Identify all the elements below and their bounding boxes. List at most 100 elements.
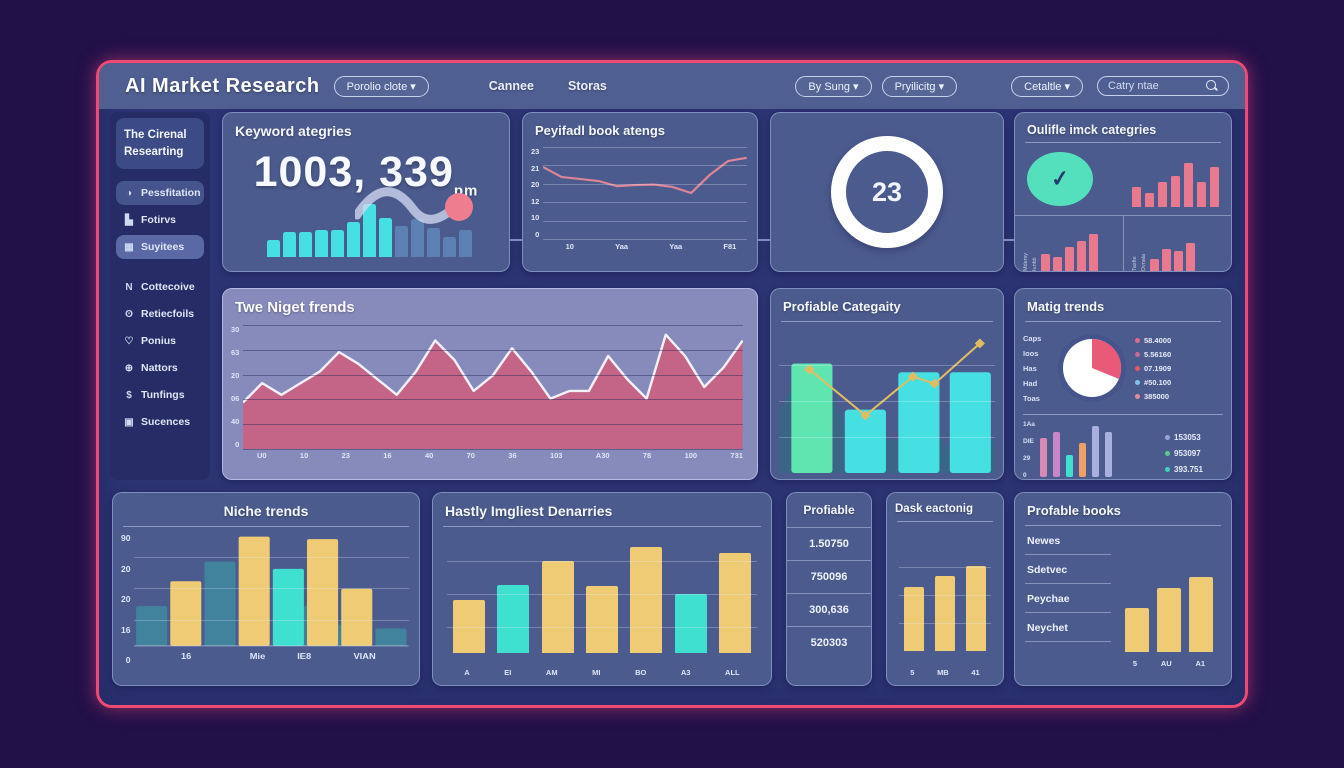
check-badge: ✓ (1027, 152, 1093, 206)
sidebar-item-7[interactable]: $ Tunfings (116, 383, 204, 407)
row-label: Ioos (1023, 348, 1039, 358)
niche-y-axis: 90 20 20 16 0 (121, 533, 134, 665)
legend2-item-1: 953097 (1165, 449, 1223, 458)
search-box[interactable] (1097, 76, 1229, 96)
vertical-label: Tasfte (1131, 256, 1138, 271)
gridline (543, 183, 747, 185)
sidebar-item-8[interactable]: ▣ Sucences (116, 410, 204, 434)
sidebar-item-2[interactable]: ▦ Suyitees (116, 235, 204, 260)
card-nugget-title: Twe Niget frends (235, 299, 355, 316)
legend-value: 07.1909 (1144, 363, 1172, 373)
y-tick: 10 (531, 213, 540, 223)
top-bar: AI Market Research Porolio clote ▾ Canne… (99, 63, 1245, 109)
bar (1173, 251, 1183, 271)
sidebar-item-5[interactable]: ♡ Ponius (116, 329, 204, 353)
y-tick: 0 (125, 655, 131, 665)
y-tick: 1Aa (1023, 421, 1035, 428)
matig-row-labels: Caps Ioos Has Had Toas (1023, 334, 1055, 403)
legend-dot (1165, 434, 1170, 440)
sidebar-item-0[interactable]: ◑ Pessfitation (116, 181, 204, 206)
bar (541, 560, 574, 653)
book-list-item-2[interactable]: Peychae (1025, 584, 1111, 613)
donut-ring: 23 (831, 136, 943, 248)
sidebar-item-6[interactable]: ⊕ Nattors (116, 356, 204, 380)
filter-pill-0[interactable]: By Sung ▾ (795, 75, 872, 97)
nav-link-1[interactable]: Storas (567, 79, 607, 93)
legend2-item-2: 393.751 (1165, 465, 1223, 474)
gridline (543, 147, 747, 148)
profitable-rows: 1.50750 750096 300,636 520303 (787, 527, 871, 659)
gridline (243, 349, 743, 351)
y-tick: 40 (231, 417, 240, 426)
filter-pill-1[interactable]: Pryilicitg ▾ (881, 75, 958, 97)
card-keyword-title: Keyword ategries (235, 123, 352, 139)
legend-item-3: #50.100 (1135, 378, 1223, 387)
legend-item-1: 5.56160 (1135, 350, 1223, 359)
y-tick: 0 (235, 440, 240, 449)
x-tick: 16 (181, 652, 191, 662)
quality-group-0: Mdersy Iunfdi (1015, 216, 1123, 271)
x-tick: 78 (642, 451, 652, 460)
category-dropdown[interactable]: Cetaltle ▾ (1011, 75, 1083, 97)
bar (1185, 242, 1195, 271)
books-bars (1121, 548, 1217, 652)
sidebar-item-4[interactable]: ʘ Retiecfoils (116, 302, 204, 326)
book-list-item-1[interactable]: Sdetvec (1025, 555, 1111, 584)
gridline (243, 449, 743, 450)
dask-x-axis: 5 MB 41 (899, 665, 991, 677)
dask-bars (899, 535, 991, 651)
bar (1039, 437, 1047, 477)
x-tick: A3 (680, 668, 691, 677)
search-icon[interactable] (1206, 80, 1218, 92)
card-category: Profiable Categaity (770, 288, 1004, 480)
legend-dot (1135, 337, 1140, 343)
gridline (899, 623, 991, 625)
keyword-metric: 1003, 339pm (253, 148, 479, 200)
bar (934, 575, 955, 651)
gridline (543, 239, 747, 240)
letter-n-icon: N (125, 281, 133, 293)
connector-line (510, 239, 522, 241)
x-tick: U0 (257, 451, 267, 460)
book-list-item-0[interactable]: Newes (1025, 526, 1111, 555)
bar (1052, 431, 1060, 477)
sidebar-item-label: Sucences (141, 416, 191, 429)
legend-value: 153053 (1174, 432, 1201, 442)
bar (630, 546, 663, 653)
category-plot (779, 329, 995, 473)
gridline (779, 437, 995, 438)
bar (904, 587, 925, 651)
x-tick: Yaa (615, 242, 629, 251)
x-tick: 10 (299, 451, 309, 460)
nav-links: Cannee Storas (489, 79, 607, 93)
gridline (543, 165, 747, 167)
search-input[interactable] (1108, 80, 1200, 92)
vertical-label: Dvnala (1140, 253, 1147, 271)
legend-dot (1165, 466, 1170, 472)
bar (283, 231, 296, 257)
y-tick: 20 (121, 563, 131, 574)
book-list-item-3[interactable]: Neychet (1025, 613, 1111, 642)
sidebar-item-1[interactable]: ▙ Fotirvs (116, 208, 204, 232)
card-nugget-trends: Twe Niget frends 30 63 20 06 40 0 U0 10 23 16 40 7… (222, 288, 758, 480)
matig-mini-bars: U146176 (1039, 419, 1112, 477)
matig-pie-chart (1058, 334, 1126, 402)
gridline (134, 588, 409, 590)
bar (1041, 253, 1050, 271)
row-label: Caps (1023, 333, 1042, 343)
bar (1091, 425, 1099, 477)
nav-link-0[interactable]: Cannee (488, 79, 534, 93)
legend-item-0: 58.4000 (1135, 336, 1223, 345)
bar (1184, 163, 1193, 207)
x-tick: A30 (595, 451, 610, 460)
gridline (134, 556, 409, 558)
quality-top-bars (1107, 151, 1219, 207)
portfolio-dropdown[interactable]: Porolio clote ▾ (333, 75, 429, 97)
bar (395, 226, 408, 257)
sidebar-item-label: Suyitees (141, 241, 185, 254)
sidebar-item-3[interactable]: N Cottecoive (116, 275, 204, 299)
clock-icon: ʘ (125, 308, 133, 320)
x-tick: BO (635, 668, 647, 677)
bar (1171, 176, 1180, 207)
